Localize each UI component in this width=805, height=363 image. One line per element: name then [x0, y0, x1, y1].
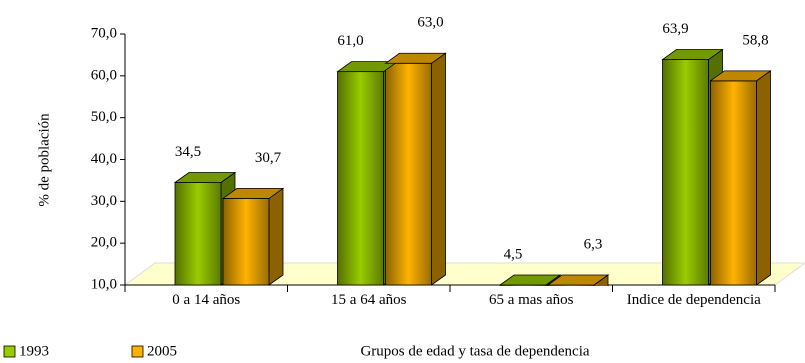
x-tick-label: 15 a 64 años: [331, 292, 407, 308]
bar-top: [221, 188, 285, 199]
bar-top-shade: [385, 53, 446, 64]
bar-top-shade: [175, 172, 235, 183]
x-tick-label: 65 a mas años: [488, 292, 574, 308]
legend-swatch: [131, 345, 144, 358]
y-tick-label: 10,0: [91, 276, 117, 292]
legend-label: 1993: [19, 343, 49, 359]
value-label: 34,5: [175, 144, 201, 160]
y-tick-label: 50,0: [91, 109, 117, 125]
bar-top: [709, 70, 772, 82]
value-label: 30,7: [255, 150, 282, 166]
bar-shade: [223, 198, 269, 285]
bar-shade: [175, 182, 221, 285]
y-tick-label: 70,0: [91, 25, 117, 41]
value-label: 61,0: [337, 33, 363, 49]
bar-shade: [500, 285, 546, 286]
value-label: 58,8: [742, 32, 768, 48]
bar-top-shade: [337, 61, 398, 72]
x-tick-label: 0 a 14 años: [172, 292, 241, 308]
bar-top: [498, 274, 562, 286]
x-tick-label: Indice de dependencia: [626, 292, 761, 308]
bar-side-shade: [269, 188, 283, 285]
value-label: 63,9: [662, 21, 688, 37]
bar-top: [661, 49, 724, 60]
bar-top-shade: [500, 275, 560, 285]
y-axis-label: % de población: [36, 113, 52, 207]
bar-shade: [548, 285, 594, 286]
y-tick-label: 60,0: [91, 67, 117, 83]
bar-shade: [710, 80, 757, 285]
bars: [174, 48, 771, 286]
y-tick-label: 40,0: [91, 151, 117, 167]
value-label: 6,3: [584, 236, 603, 252]
legend-label: 2005: [147, 343, 177, 359]
bar-top-shade: [548, 275, 608, 285]
bar-top-shade: [710, 70, 771, 81]
bar-shade: [385, 63, 432, 286]
value-label: 63,0: [417, 15, 443, 31]
y-tick-label: 20,0: [91, 235, 117, 251]
value-label: 4,5: [504, 246, 523, 262]
bar-side-shade: [756, 70, 771, 285]
bar-top-shade: [662, 49, 723, 60]
bar-top-shade: [223, 188, 283, 199]
y-tick-label: 30,0: [91, 193, 117, 209]
x-axis-label: Grupos de edad y tasa de dependencia: [360, 343, 589, 359]
bar-shade: [662, 59, 709, 285]
bar-top: [173, 172, 237, 183]
legend-swatch: [3, 345, 16, 358]
bar-top: [546, 274, 610, 286]
bar-side-shade: [431, 53, 446, 286]
bar-shade: [337, 71, 384, 286]
bar-top: [384, 52, 447, 64]
